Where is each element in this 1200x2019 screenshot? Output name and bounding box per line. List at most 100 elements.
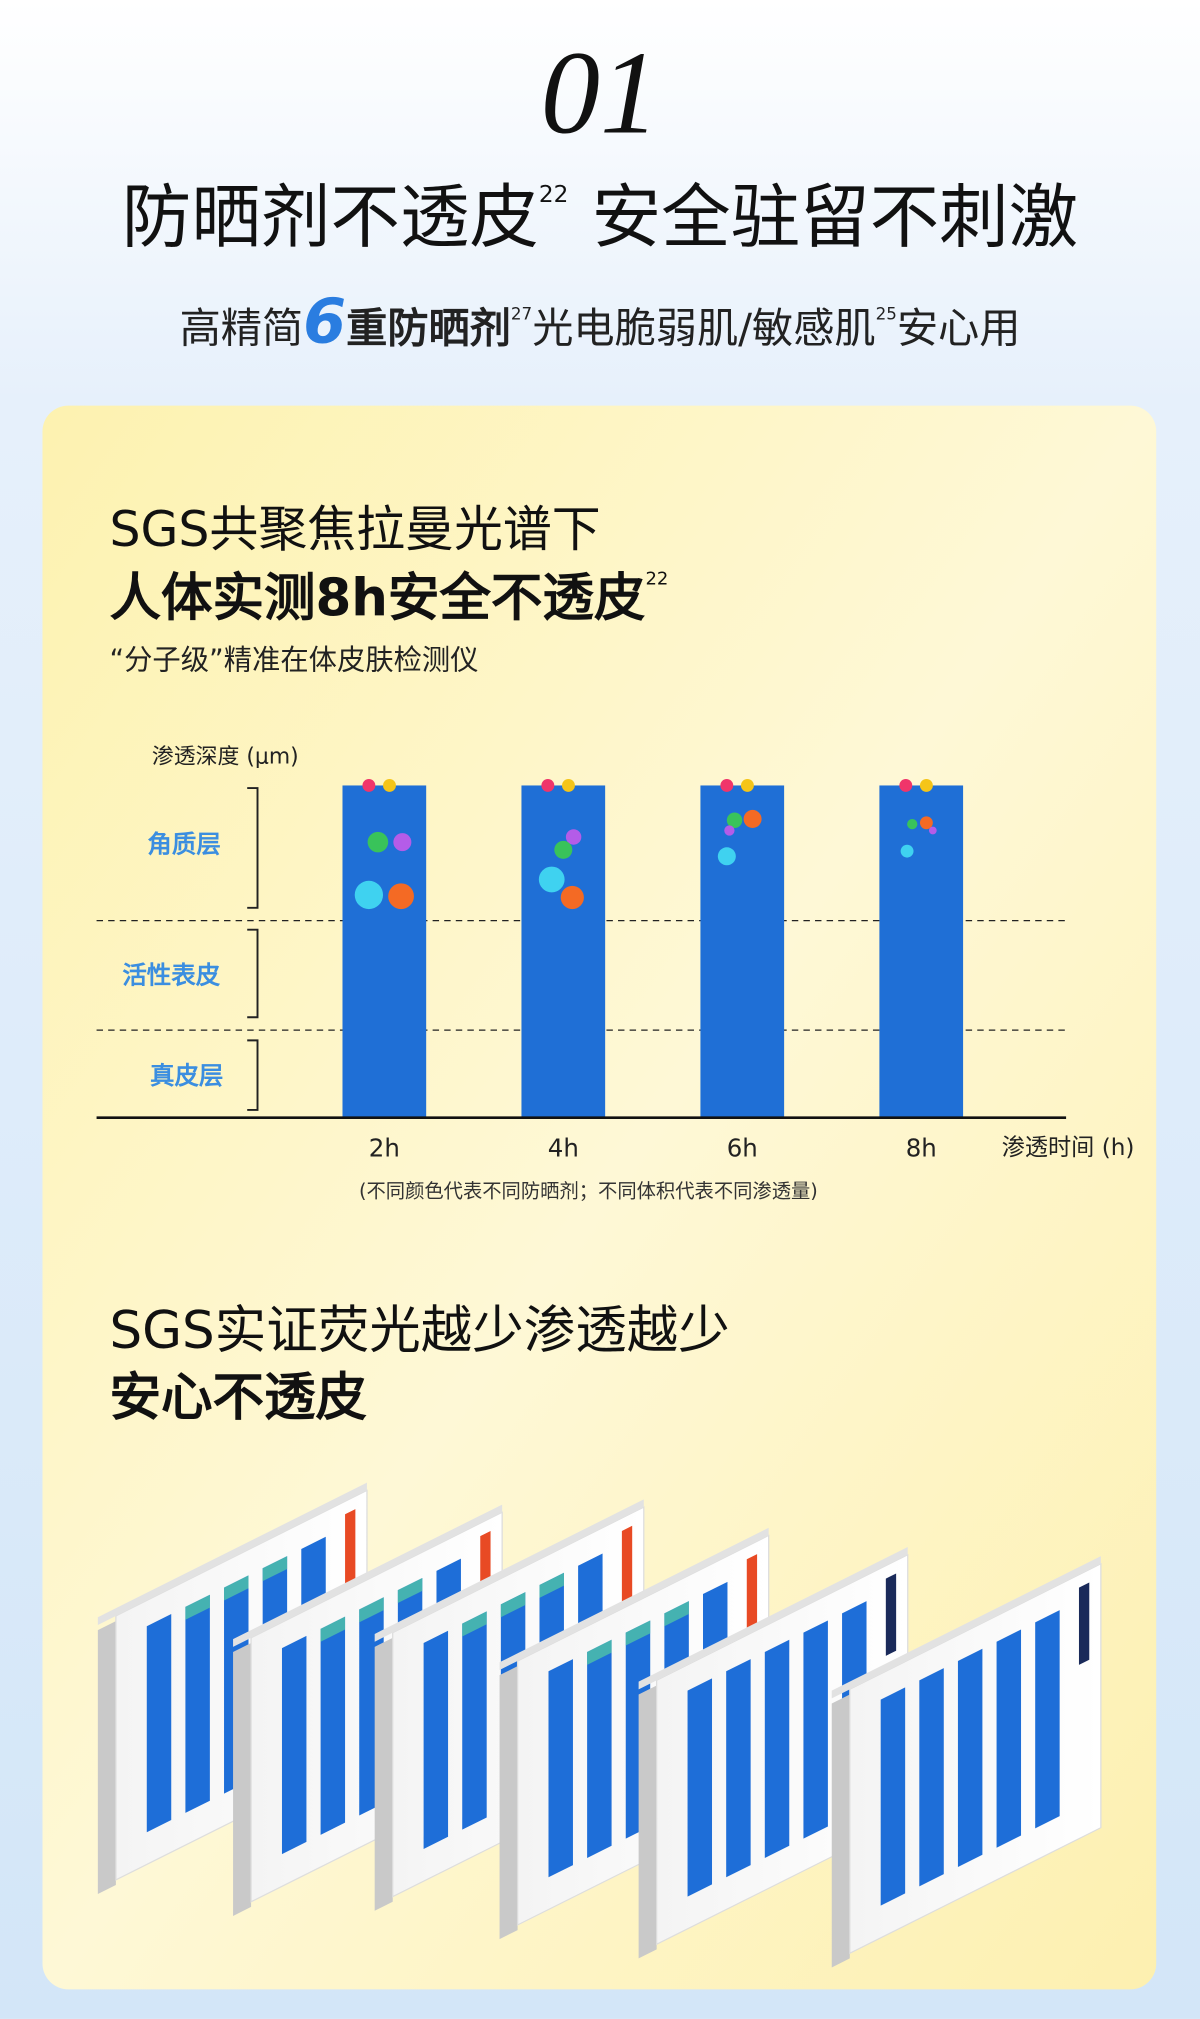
footnote: (不同颜色代表不同防晒剂；不同体积代表不同渗透量) <box>359 1179 818 1202</box>
panel-bar <box>587 1639 612 1858</box>
heading-sup: 22 <box>645 569 668 590</box>
subtitle-text: 光电脆弱肌/敏感肌 <box>532 305 875 353</box>
panel-top <box>97 1482 367 1625</box>
subtitle: 高精简6重防晒剂27光电脆弱肌/敏感肌25安心用 <box>180 286 1021 358</box>
heading-text: 人体实测8h安全不透皮 <box>109 569 645 629</box>
panel-glow <box>664 1601 689 1627</box>
molecule-dot <box>743 809 762 828</box>
panel-bar <box>803 1620 828 1839</box>
section-heading-bold: 安心不透皮 <box>109 1368 367 1428</box>
molecule-dot <box>562 779 575 792</box>
section-note: “分子级”精准在体皮肤检测仪 <box>109 644 478 677</box>
layer-brackets <box>247 787 259 1111</box>
panel-bar <box>919 1668 944 1887</box>
panel-bar <box>320 1616 346 1835</box>
colorbar <box>746 1554 758 1637</box>
molecule-dot <box>367 831 389 853</box>
section-heading: SGS实证荧光越少渗透越少 <box>109 1301 729 1361</box>
molecule-dot <box>541 779 555 792</box>
panel-bar <box>1035 1610 1060 1829</box>
title: 防晒剂不透皮22 安全驻留不刺激 <box>122 177 1078 258</box>
molecule-dot <box>717 847 736 866</box>
panel-side <box>374 1637 393 1911</box>
panel-bar <box>423 1630 449 1849</box>
panel-bar <box>548 1659 573 1878</box>
panel-glow <box>185 1594 210 1620</box>
panel-top <box>499 1527 769 1671</box>
section-heading: SGS共聚焦拉曼光谱下 <box>109 501 600 558</box>
molecule-dot <box>554 840 573 859</box>
panel-bar <box>996 1629 1022 1848</box>
time-label: 6h <box>727 1133 758 1162</box>
panel-side <box>233 1642 252 1916</box>
panel-glow <box>224 1575 249 1601</box>
panel-bar <box>880 1687 906 1906</box>
panel-side <box>499 1666 518 1940</box>
y-axis-label: 渗透深度 (μm) <box>152 745 299 770</box>
subtitle-text: 高精简 <box>180 305 304 353</box>
panel-side <box>638 1685 657 1959</box>
layer-label: 活性表皮 <box>122 961 220 990</box>
panel-bar <box>687 1678 713 1897</box>
molecule-dot <box>919 816 933 830</box>
molecule-dot <box>393 833 412 852</box>
colorbar <box>345 1509 356 1592</box>
layer-label: 真皮层 <box>150 1061 223 1090</box>
time-label: 8h <box>906 1133 937 1162</box>
molecule-dot <box>383 779 396 792</box>
subtitle-text: 安心用 <box>897 305 1021 353</box>
panel-bar <box>957 1648 983 1868</box>
molecule-dot <box>354 880 384 910</box>
panel-glow <box>397 1577 423 1604</box>
panel-top <box>374 1499 644 1642</box>
panel-glow <box>320 1616 346 1642</box>
molecule-dot <box>565 829 582 845</box>
diagram: 渗透深度 (μm) 角质层 活性表皮 真皮层 渗透时间 (h) (不同颜色代表不… <box>96 745 1135 1202</box>
panel-bar <box>281 1635 307 1855</box>
molecule-dot <box>362 779 376 792</box>
molecule-dot <box>899 779 913 792</box>
panel-side <box>831 1694 850 1968</box>
title-text: 安全驻留不刺激 <box>592 177 1079 258</box>
panel-bar <box>764 1639 790 1858</box>
panel-bar <box>146 1614 172 1833</box>
layer-label: 角质层 <box>147 829 220 858</box>
subtitle-sup: 25 <box>876 303 897 323</box>
panels <box>97 1482 1102 1968</box>
molecule-dot <box>740 779 754 792</box>
panel-bar <box>462 1611 487 1830</box>
colorbar <box>885 1573 897 1656</box>
subtitle-text: 重防晒剂 <box>346 305 511 353</box>
column <box>521 785 606 1118</box>
molecule-dot <box>538 866 565 893</box>
column <box>879 785 964 1118</box>
title-text: 防晒剂不透皮 <box>122 177 539 258</box>
panel-glow <box>462 1611 487 1637</box>
subtitle-highlight: 6 <box>303 286 346 358</box>
panel-top <box>831 1556 1101 1699</box>
colorbar <box>1078 1582 1090 1665</box>
colorbar <box>621 1525 633 1609</box>
molecule-dot <box>900 844 914 858</box>
molecule-dot <box>720 779 734 792</box>
time-label: 4h <box>548 1133 579 1162</box>
panel-glow <box>587 1639 612 1665</box>
molecule-dot <box>388 883 414 910</box>
panel-glow <box>359 1597 384 1623</box>
panel-bar <box>726 1659 751 1878</box>
panel-glow <box>500 1592 526 1618</box>
molecule-dot <box>726 812 743 828</box>
molecule-dot <box>724 825 735 836</box>
time-label: 2h <box>369 1133 400 1162</box>
panel-top <box>638 1547 908 1690</box>
panel-glow <box>625 1620 651 1646</box>
panel <box>831 1556 1102 1968</box>
section-number: 01 <box>541 27 659 159</box>
molecule-dot <box>907 818 918 830</box>
x-axis-label: 渗透时间 (h) <box>1002 1134 1135 1161</box>
panel-glow <box>262 1556 288 1582</box>
panel-side <box>97 1621 116 1895</box>
column <box>700 785 785 1118</box>
